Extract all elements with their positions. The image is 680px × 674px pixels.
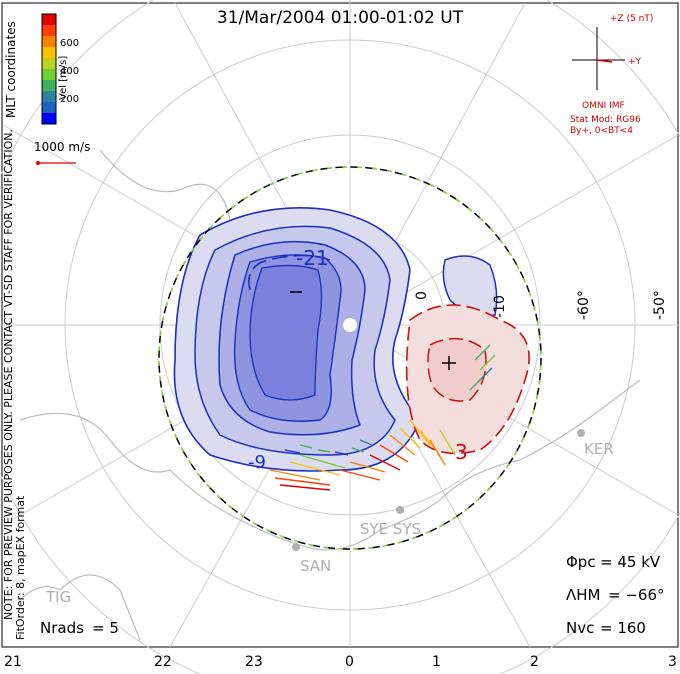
imf-y-label: +Y: [628, 57, 642, 67]
imf-source: OMNI IMF: [582, 101, 625, 111]
colorbar-segment: [42, 69, 56, 81]
negative-cell-small: [442, 255, 498, 317]
mlt-tick-23: 23: [245, 654, 263, 670]
n-vc-value: = 160: [600, 619, 646, 637]
lat-label-50: -50°: [652, 290, 668, 320]
colorbar-segment: [42, 91, 56, 103]
n-rads-value: = 5: [92, 619, 119, 637]
mlt-tick-22: 22: [154, 654, 172, 670]
mlt-tick-21: 21: [4, 654, 22, 670]
imf-dial: [572, 27, 625, 90]
lat-label-60: -60°: [576, 290, 592, 320]
station-tig: TIG: [46, 588, 72, 606]
contour-label-top2: 0: [414, 291, 430, 300]
phi-pc-value: = 45 kV: [600, 553, 661, 571]
colorbar-segment: [42, 58, 56, 70]
colorbar-segment: [42, 14, 56, 26]
phi-pc-label: Φpc: [566, 553, 596, 571]
velocity-colorbar: [41, 13, 57, 125]
contour-label-left: -9: [248, 452, 266, 473]
positive-cell: [405, 304, 530, 455]
mlt-tick-3: 3: [668, 654, 677, 670]
station-ker: KER: [584, 440, 614, 458]
colorbar-segment: [42, 113, 56, 125]
vector-scale-label: 1000 m/s: [34, 140, 91, 154]
lambda-hm-label: ΛHM: [566, 586, 601, 604]
potential-max-label: 3: [455, 440, 468, 464]
colorbar-segment: [42, 80, 56, 92]
vector-scale-bar: [36, 161, 76, 165]
n-rads-label: Nrads: [40, 619, 84, 637]
colorbar-segment: [42, 47, 56, 59]
hm-boundary: [158, 166, 542, 550]
coastline: [19, 149, 641, 641]
contour-label-top: -10: [492, 295, 508, 318]
lambda-hm-value: = −66°: [608, 586, 665, 604]
colorbar-segment: [42, 102, 56, 114]
velocity-vectors: [269, 344, 496, 491]
pole-marker: [343, 318, 357, 332]
station-san: SAN: [300, 557, 332, 575]
potential-min-label: -21: [296, 246, 329, 270]
colorbar-tick-600: 600: [60, 38, 80, 49]
fit-order-note: FitOrder: 8, mapEX format: [14, 495, 27, 640]
colorbar-segment: [42, 36, 56, 48]
map-title: 31/Mar/2004 01:00-01:02 UT: [216, 8, 464, 28]
colorbar-segment: [42, 25, 56, 37]
colorbar-tick-400: 400: [60, 66, 80, 77]
station-markers: [292, 429, 585, 551]
imf-condition: By+, 0<BT<4: [570, 126, 633, 136]
mlt-tick-1: 1: [432, 654, 441, 670]
imf-model: Stat Mod: RG96: [570, 115, 641, 125]
negative-cell: [173, 207, 421, 472]
imf-z-label: +Z (5 nT): [610, 14, 654, 24]
colorbar-tick-200: 200: [60, 94, 80, 105]
mlt-tick-2: 2: [530, 654, 539, 670]
coord-label: MLT coordinates: [4, 21, 18, 118]
n-vc-label: Nvc: [566, 619, 595, 637]
station-sye-sys: SYE SYS: [360, 520, 422, 538]
mlt-tick-0: 0: [345, 654, 354, 670]
